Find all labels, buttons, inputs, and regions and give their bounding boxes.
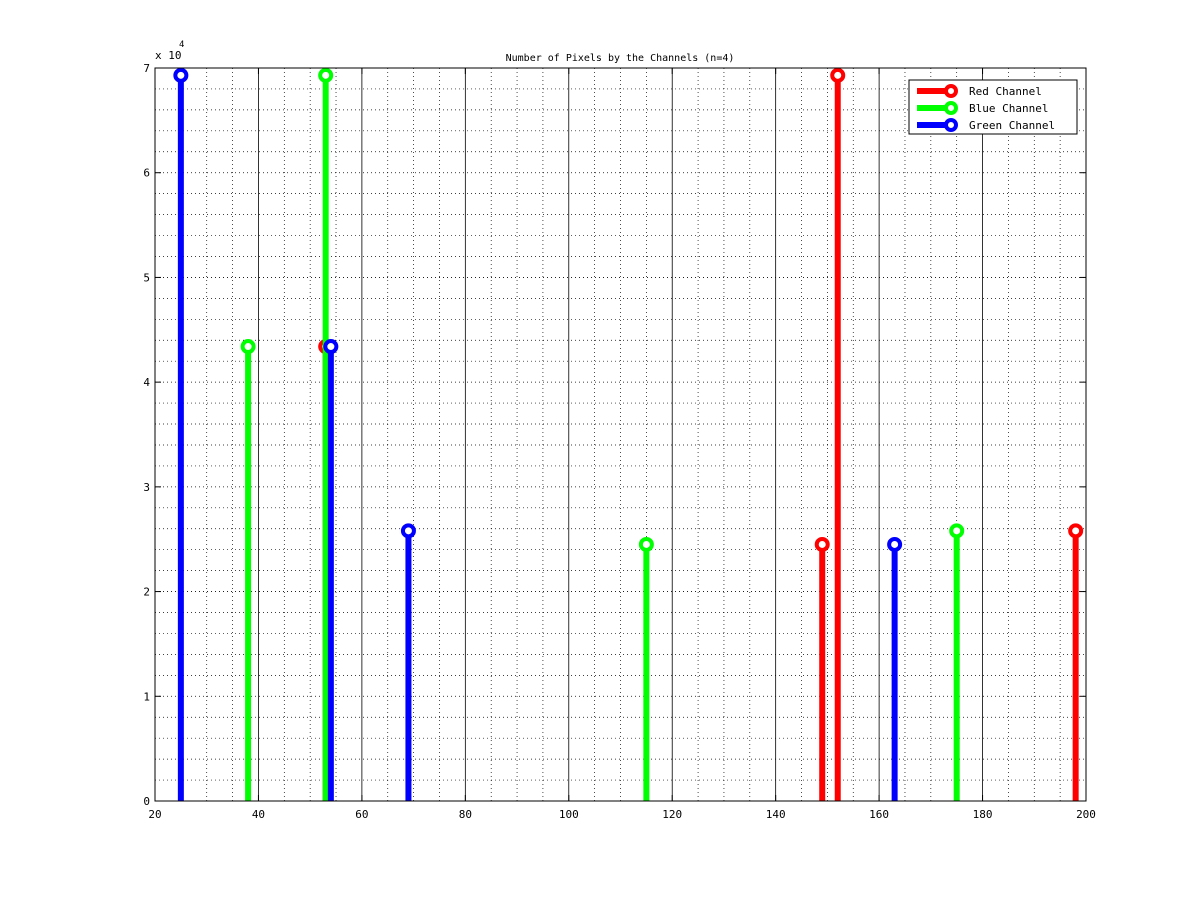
legend-marker bbox=[944, 118, 958, 132]
legend-label: Blue Channel bbox=[969, 102, 1048, 115]
y-tick-label: 1 bbox=[143, 690, 150, 703]
legend: Red Channel Blue Channel Green Channel bbox=[908, 79, 1078, 135]
stems bbox=[173, 67, 1084, 801]
legend-marker bbox=[944, 101, 958, 115]
stem-marker bbox=[1068, 523, 1084, 539]
y-tick-label: 6 bbox=[143, 167, 150, 180]
stem-marker bbox=[949, 523, 965, 539]
x-tick-label: 120 bbox=[662, 808, 682, 821]
stem-marker bbox=[173, 67, 189, 83]
stem-marker bbox=[323, 339, 339, 355]
x-tick-label: 160 bbox=[869, 808, 889, 821]
y-tick-label: 0 bbox=[143, 795, 150, 808]
stem-marker bbox=[638, 536, 654, 552]
x-tick-label: 80 bbox=[459, 808, 472, 821]
axis-ticks bbox=[154, 67, 1087, 802]
stem-marker bbox=[400, 523, 416, 539]
stem-marker bbox=[887, 536, 903, 552]
x-tick-labels: 20 40 60 80 100 120 140 160 180 200 bbox=[148, 808, 1096, 821]
x-tick-label: 20 bbox=[148, 808, 161, 821]
stem-marker bbox=[318, 67, 334, 83]
y-tick-label: 5 bbox=[143, 271, 150, 284]
stem-marker bbox=[240, 339, 256, 355]
y-exponent-label: x 10 4 bbox=[155, 40, 184, 62]
x-tick-label: 200 bbox=[1076, 808, 1096, 821]
x-tick-label: 100 bbox=[559, 808, 579, 821]
legend-label: Red Channel bbox=[969, 85, 1042, 98]
legend-marker bbox=[944, 84, 958, 98]
x-tick-label: 40 bbox=[252, 808, 265, 821]
x-tick-label: 180 bbox=[973, 808, 993, 821]
y-exponent-base: x 10 bbox=[155, 49, 182, 62]
y-tick-label: 7 bbox=[143, 62, 150, 75]
stem-marker bbox=[814, 536, 830, 552]
axes-frame bbox=[154, 67, 1087, 802]
y-tick-label: 2 bbox=[143, 586, 150, 599]
x-tick-label: 140 bbox=[766, 808, 786, 821]
x-tick-label: 60 bbox=[355, 808, 368, 821]
y-tick-label: 4 bbox=[143, 376, 150, 389]
y-exponent-power: 4 bbox=[179, 40, 184, 50]
stem-marker bbox=[830, 67, 846, 83]
plot-area: 20 40 60 80 100 120 140 160 180 200 0 1 2 3 4 5 6 7 bbox=[143, 62, 1096, 821]
legend-label: Green Channel bbox=[969, 119, 1055, 132]
y-tick-label: 3 bbox=[143, 481, 150, 494]
y-tick-labels: 0 1 2 3 4 5 6 7 bbox=[143, 62, 150, 808]
chart-title: Number of Pixels by the Channels (n=4) bbox=[506, 53, 735, 64]
axes-background bbox=[155, 68, 1086, 801]
